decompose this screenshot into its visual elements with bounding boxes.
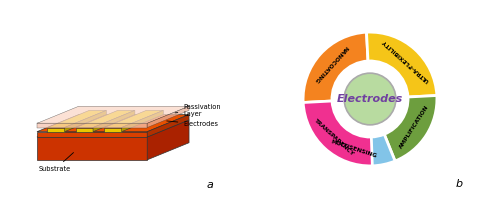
Text: AMPLIFICATION: AMPLIFICATION: [398, 105, 430, 150]
Text: TRANSPARENCY: TRANSPARENCY: [314, 118, 356, 157]
Text: Substrate: Substrate: [39, 153, 74, 172]
Text: b: b: [456, 179, 463, 189]
Polygon shape: [147, 115, 189, 137]
Circle shape: [332, 61, 408, 137]
Polygon shape: [147, 106, 189, 128]
Polygon shape: [37, 132, 147, 137]
Polygon shape: [48, 110, 106, 128]
Polygon shape: [76, 110, 135, 128]
Polygon shape: [37, 115, 189, 132]
Polygon shape: [37, 137, 147, 160]
Polygon shape: [147, 120, 189, 160]
Polygon shape: [48, 128, 64, 132]
Wedge shape: [366, 32, 437, 97]
Text: Electrodes: Electrodes: [166, 121, 218, 127]
Text: NANOCOATING: NANOCOATING: [313, 44, 349, 83]
Text: Passivation
Layer: Passivation Layer: [175, 104, 221, 117]
Polygon shape: [37, 106, 189, 123]
Text: ULTRA-FLEXIBILITY: ULTRA-FLEXIBILITY: [380, 38, 430, 83]
Polygon shape: [37, 120, 189, 137]
Circle shape: [344, 73, 396, 125]
Wedge shape: [303, 32, 368, 103]
Wedge shape: [384, 95, 437, 161]
Text: a: a: [207, 180, 214, 190]
Text: Electrodes: Electrodes: [337, 94, 403, 104]
Polygon shape: [104, 110, 164, 128]
Polygon shape: [37, 123, 147, 128]
Polygon shape: [93, 110, 135, 132]
Wedge shape: [303, 101, 372, 166]
Polygon shape: [104, 128, 122, 132]
Polygon shape: [122, 110, 164, 132]
Polygon shape: [76, 128, 93, 132]
Polygon shape: [64, 110, 106, 132]
Text: MULTISENSING: MULTISENSING: [330, 139, 378, 159]
Wedge shape: [314, 119, 395, 166]
